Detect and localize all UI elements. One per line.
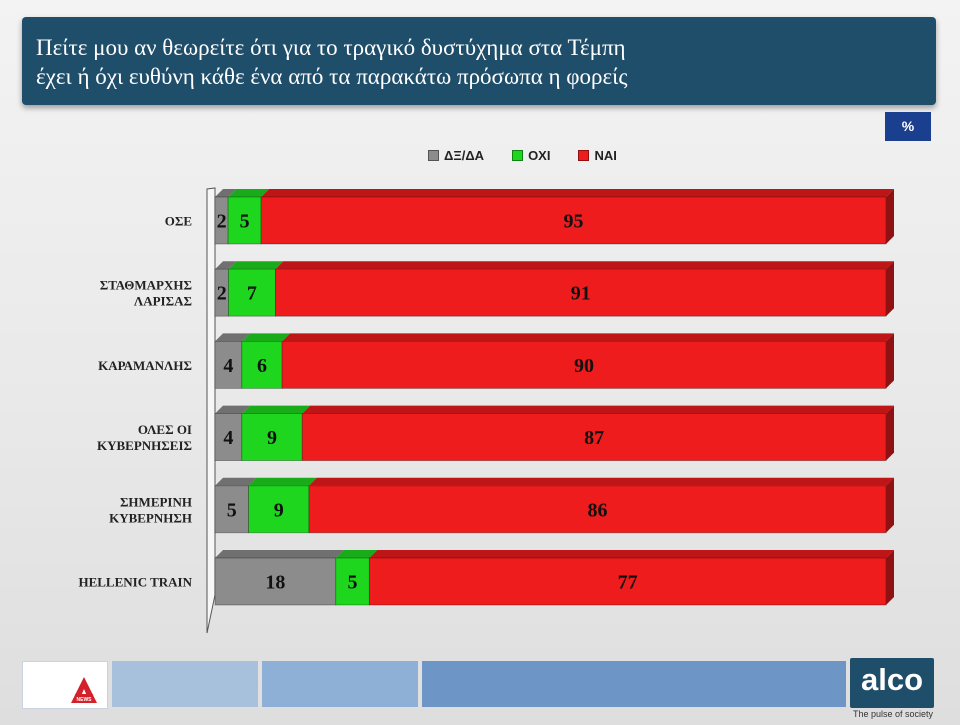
- category-label-5-line-1: ΣΗΜΕΡΙΝΗ: [120, 494, 192, 509]
- legend: ΔΞ/ΔΑ ΟΧΙ ΝΑΙ: [428, 146, 645, 164]
- unit-badge: %: [885, 112, 931, 141]
- data-label-1-s1: 2: [217, 211, 227, 233]
- legend-swatch-dxda: [428, 149, 439, 161]
- alco-tagline: The pulse of society: [852, 709, 934, 719]
- bar-top-3-s3: [282, 333, 895, 342]
- data-label-6-s2: 5: [348, 572, 358, 594]
- bar-3-segment-3: [281, 340, 887, 389]
- category-label-5-line-2: ΚΥΒΕΡΝΗΣΗ: [109, 510, 192, 525]
- legend-label-oxi: ΟΧΙ: [528, 147, 551, 163]
- bar-side-1: [886, 189, 894, 244]
- bar-top-6-s1: [215, 550, 344, 558]
- bar-top-4-s2: [241, 405, 311, 414]
- alpha-news-logo-icon: NEWS: [71, 677, 97, 703]
- legend-item-oxi: ΟΧΙ: [512, 148, 550, 163]
- bar-top-1-s2: [228, 189, 270, 197]
- category-label-3: ΚΑΡΑΜΑΝΛΗΣ: [98, 358, 192, 373]
- bar-5-segment-2: [248, 485, 310, 534]
- bar-1-segment-3: [260, 196, 887, 245]
- footer-block-2: [112, 661, 258, 707]
- bar-top-6-s3: [369, 550, 895, 558]
- legend-item-dxda: ΔΞ/ΔΑ: [428, 148, 484, 163]
- bar-2-segment-2: [228, 268, 276, 317]
- footer-block-3: [262, 661, 418, 707]
- bar-6-segment-2: [335, 557, 370, 606]
- chart-title: Πείτε μου αν θεωρείτε ότι για το τραγικό…: [36, 35, 628, 89]
- bar-top-4-s3: [302, 405, 895, 414]
- news-logo-text: NEWS: [77, 697, 93, 703]
- alco-logo-text: alco: [860, 662, 924, 697]
- title-banner: Πείτε μου αν θεωρείτε ότι για το τραγικό…: [22, 17, 936, 105]
- bar-4-segment-3: [301, 413, 887, 462]
- data-label-5-s3: 86: [587, 499, 607, 521]
- data-label-3-s2: 6: [257, 355, 267, 377]
- bar-6-segment-3: [368, 557, 887, 606]
- data-label-1-s2: 5: [240, 211, 250, 233]
- bar-top-5-s3: [308, 477, 894, 486]
- data-label-2-s1: 2: [217, 283, 227, 305]
- bar-top-5-s1: [215, 477, 257, 486]
- bar-top-2-s2: [228, 261, 284, 270]
- data-label-2-s3: 91: [571, 283, 591, 305]
- data-label-3-s3: 90: [574, 355, 594, 377]
- data-label-2-s2: 7: [247, 283, 257, 305]
- data-label-4-s2: 9: [267, 427, 277, 449]
- alco-logo: alco: [850, 658, 934, 708]
- bar-side-5: [886, 477, 894, 533]
- bar-5-segment-3: [308, 485, 887, 534]
- bar-top-1-s3: [261, 189, 894, 197]
- bar-4-segment-2: [241, 413, 303, 462]
- data-label-5-s1: 5: [227, 499, 237, 521]
- data-label-5-s2: 9: [274, 499, 284, 521]
- footer: NEWS alco The pulse of society: [0, 656, 960, 725]
- category-label-6: HELLENIC TRAIN: [78, 575, 192, 590]
- bar-3-segment-2: [241, 340, 283, 389]
- data-label-1-s3: 95: [564, 211, 584, 233]
- legend-swatch-nai: [578, 149, 590, 161]
- bar-side-2: [886, 261, 894, 317]
- bar-top-1-s1: [215, 189, 237, 197]
- bar-side-6: [886, 550, 894, 605]
- data-label-6-s1: 18: [265, 572, 285, 594]
- data-label-3-s1: 4: [223, 355, 233, 377]
- legend-item-nai: ΝΑΙ: [578, 147, 617, 163]
- legend-label-nai: ΝΑΙ: [594, 147, 617, 163]
- bar-1-segment-2: [227, 196, 262, 245]
- bar-top-2-s1: [215, 261, 237, 270]
- footer-block-logo: NEWS: [22, 661, 108, 709]
- category-label-1: ΟΣΕ: [165, 214, 192, 229]
- data-label-6-s3: 77: [618, 572, 638, 594]
- legend-label-dxda: ΔΞ/ΔΑ: [444, 147, 485, 163]
- bar-top-4-s1: [215, 405, 250, 414]
- bar-top-6-s2: [335, 550, 378, 558]
- bar-top-2-s3: [275, 261, 894, 270]
- chart-axis-wall: [206, 187, 216, 634]
- bar-5-segment-1: [214, 485, 249, 534]
- category-label-2-line-2: ΛΑΡΙΣΑΣ: [134, 294, 192, 309]
- category-label-4-line-2: ΚΥΒΕΡΝΗΣΕΙΣ: [97, 438, 192, 453]
- bar-6-segment-1: [214, 557, 337, 606]
- data-label-4-s3: 87: [584, 427, 604, 449]
- bar-top-5-s2: [248, 477, 317, 486]
- category-label-4-line-1: ΟΛΕΣ ΟΙ: [138, 422, 192, 437]
- bar-side-3: [886, 333, 894, 389]
- bar-top-3-s2: [241, 333, 291, 342]
- footer-block-4: [422, 661, 846, 707]
- category-label-2-line-1: ΣΤΑΘΜΑΡΧΗΣ: [100, 278, 192, 293]
- data-label-4-s1: 4: [223, 427, 233, 449]
- bar-top-3-s1: [215, 333, 250, 342]
- legend-swatch-oxi: [512, 149, 524, 161]
- bar-3-segment-1: [214, 340, 243, 389]
- bar-2-segment-3: [274, 268, 887, 317]
- bar-side-4: [886, 405, 894, 461]
